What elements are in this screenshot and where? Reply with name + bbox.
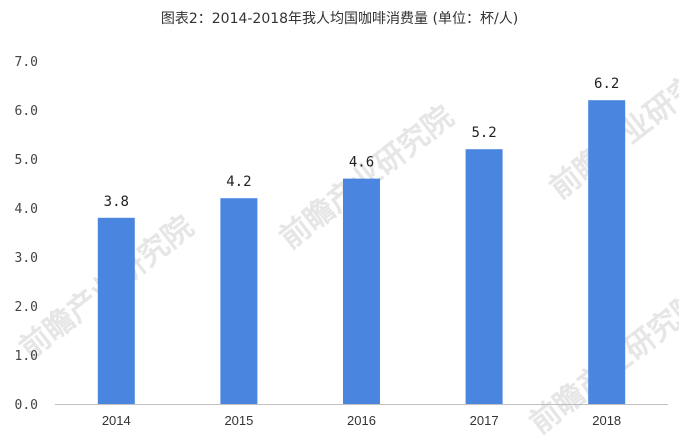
y-tick-label: 5.0 xyxy=(15,153,38,168)
data-label: 6.2 xyxy=(594,76,619,92)
x-tick-label: 2018 xyxy=(592,413,621,428)
data-label: 4.6 xyxy=(349,155,374,171)
y-tick-label: 7.0 xyxy=(15,55,38,70)
y-tick-label: 2.0 xyxy=(15,300,38,315)
bar xyxy=(465,149,503,404)
bar xyxy=(97,217,135,404)
x-tick-label: 2014 xyxy=(102,413,131,428)
x-axis: 2014 2015 2016 2017 2018 xyxy=(102,413,621,428)
data-label: 5.2 xyxy=(471,125,496,141)
x-tick-label: 2017 xyxy=(470,413,499,428)
bar xyxy=(343,178,380,404)
y-tick-label: 3.0 xyxy=(15,251,38,266)
bar xyxy=(220,198,258,404)
bar xyxy=(588,100,626,404)
x-tick-label: 2016 xyxy=(347,413,376,428)
y-tick-label: 4.0 xyxy=(15,202,38,217)
bars xyxy=(97,100,626,404)
y-tick-label: 1.0 xyxy=(15,349,38,364)
data-label: 3.8 xyxy=(104,194,129,210)
data-label: 4.2 xyxy=(226,174,251,190)
data-labels: 3.8 4.2 4.6 5.2 6.2 xyxy=(104,76,620,210)
chart-title: 图表2：2014-2018年我人均国咖啡消费量 (单位：杯/人) xyxy=(160,11,519,27)
y-tick-label: 0.0 xyxy=(15,398,38,413)
y-axis: 0.0 1.0 2.0 3.0 4.0 5.0 6.0 7.0 xyxy=(15,55,38,413)
y-tick-label: 6.0 xyxy=(15,104,38,119)
x-tick-label: 2015 xyxy=(224,413,253,428)
